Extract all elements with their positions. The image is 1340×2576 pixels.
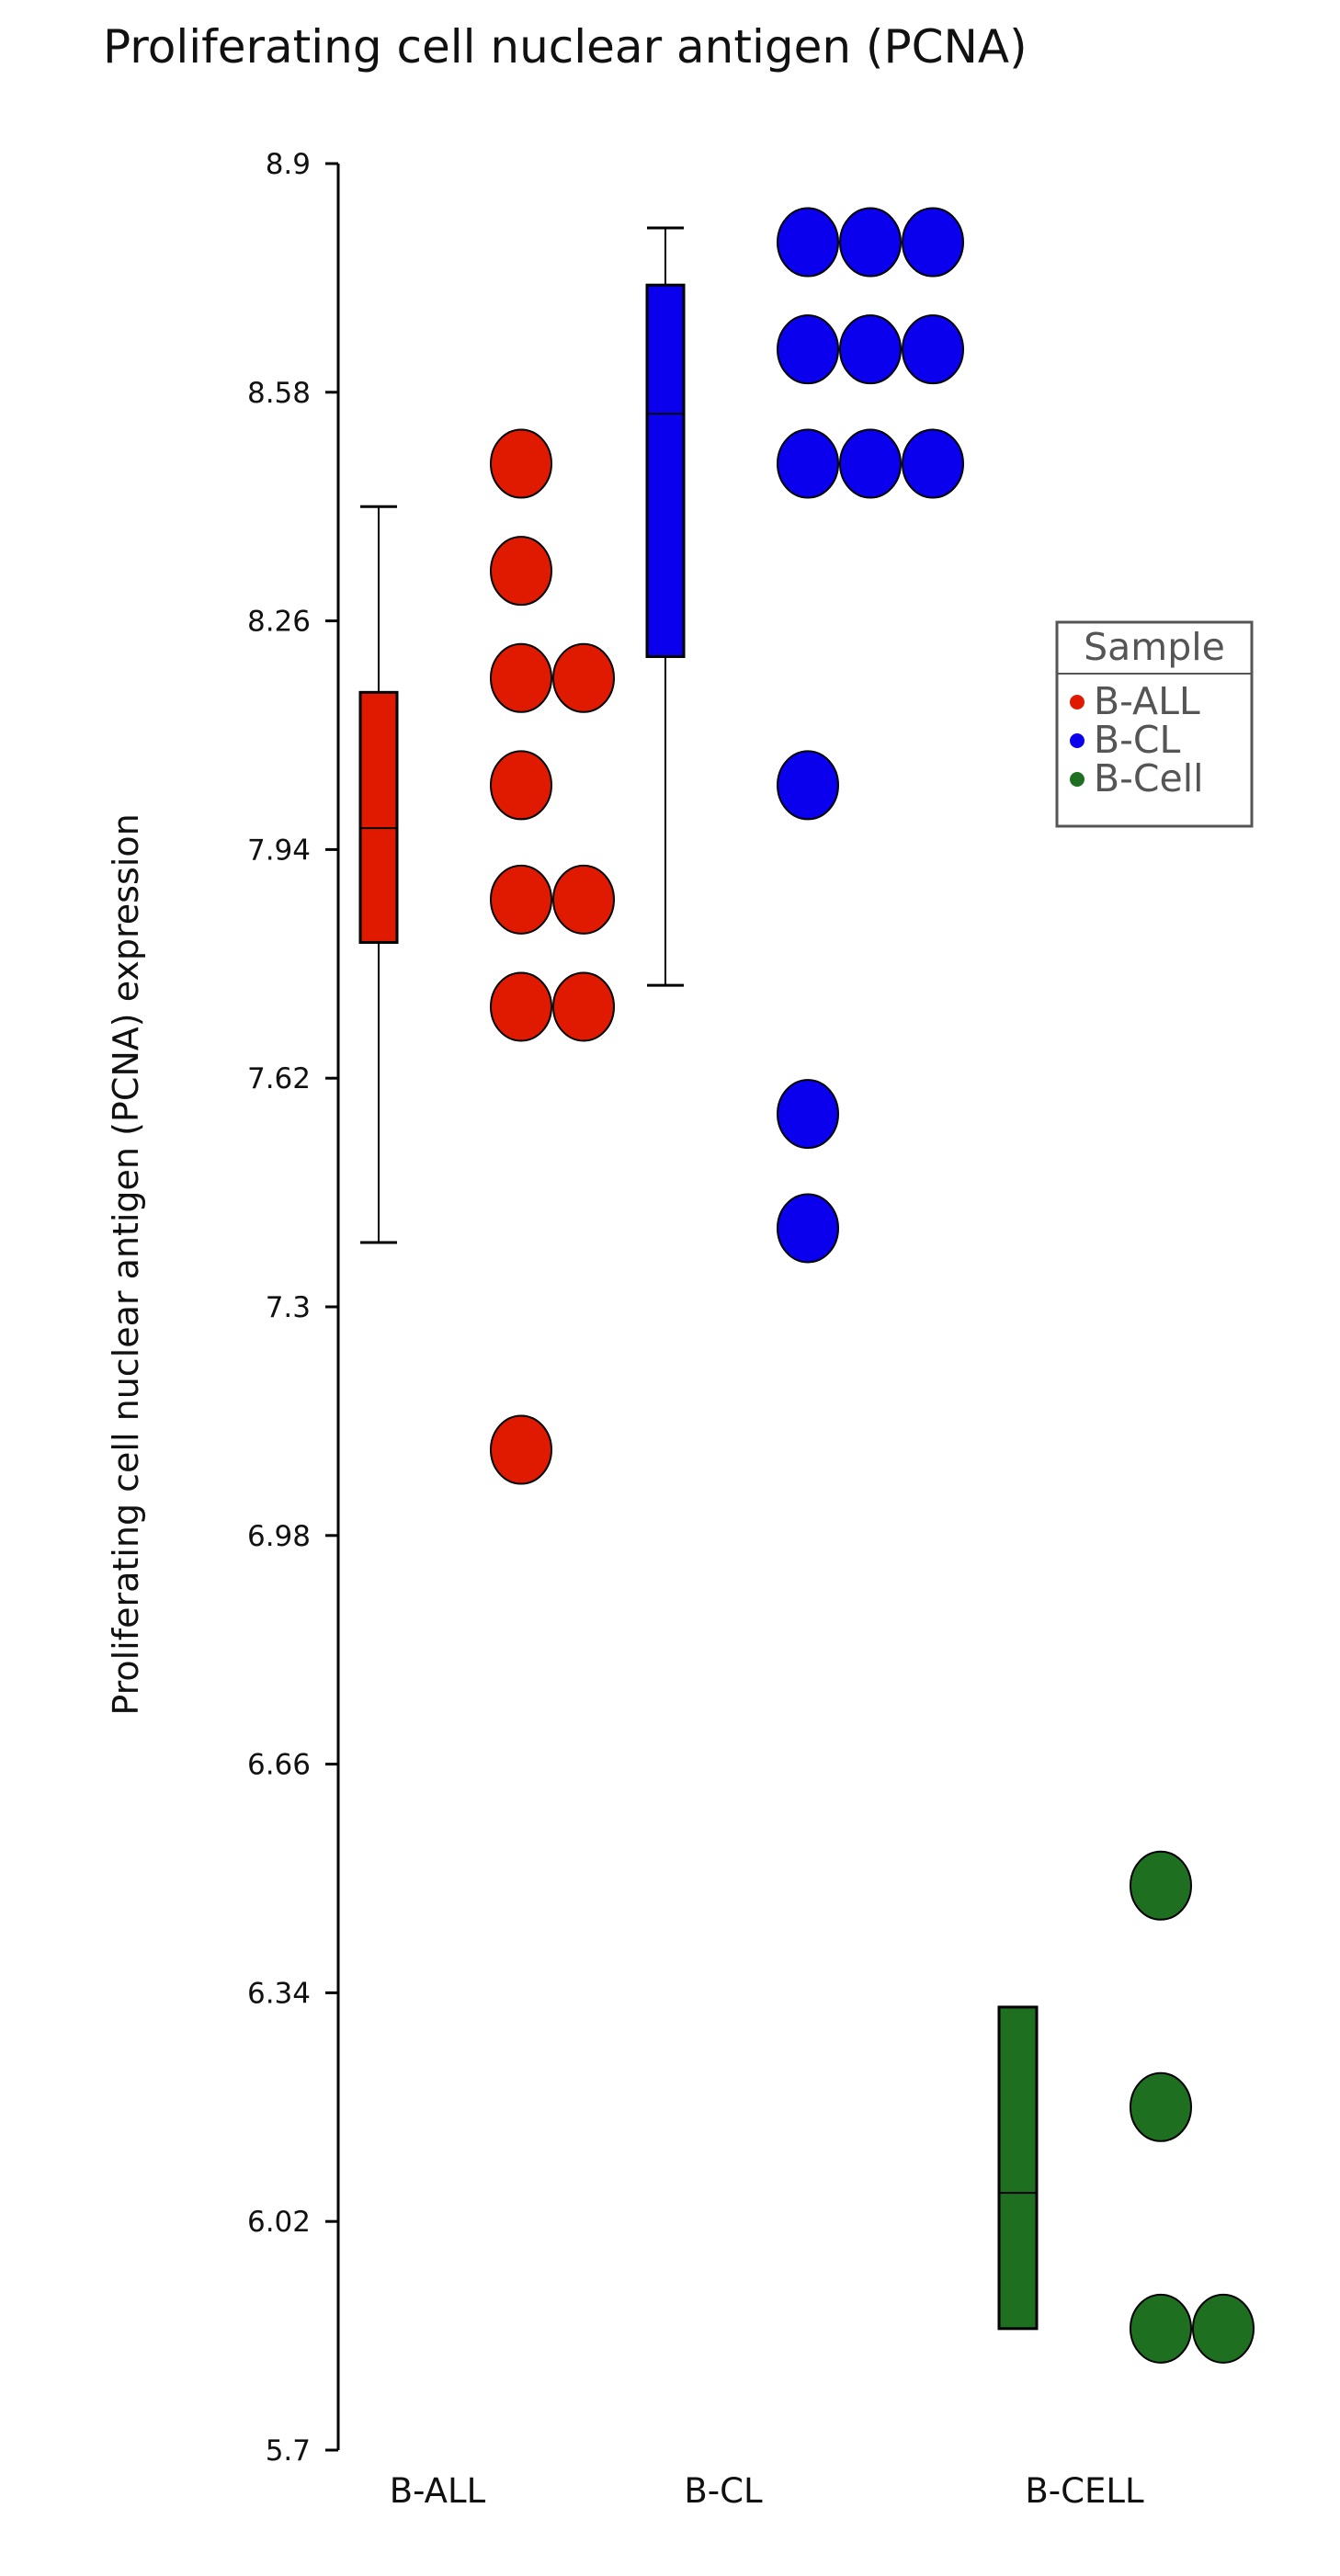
box-plot [997,2005,1039,2331]
box [358,690,399,944]
y-tick-label: 6.66 [247,1749,311,1782]
x-category-label: B-CL [684,2471,763,2511]
data-point [777,1079,839,1150]
data-point [552,864,615,935]
x-category-labels: B-ALL B-CL B-CELL [390,2471,1144,2511]
legend-swatch [1070,733,1084,748]
y-tick-label: 6.02 [247,2206,311,2239]
data-point [552,642,615,713]
data-points [490,207,1255,2364]
data-point [490,536,552,607]
chart-title: Proliferating cell nuclear antigen (PCNA… [103,20,1028,74]
box [645,283,686,658]
data-point [1130,2293,1192,2364]
legend-title: Sample [1084,625,1225,669]
legend-item-label: B-ALL [1094,679,1200,723]
y-axis-label: Proliferating cell nuclear antigen (PCNA… [106,813,146,1715]
box-plot [645,226,686,987]
y-tick-label: 7.94 [247,834,311,867]
data-point [777,428,839,499]
box-plots [358,226,1039,2331]
legend-item-label: B-Cell [1094,756,1204,800]
data-point [777,1193,839,1264]
legend-swatch [1070,772,1084,787]
y-tick-label: 6.98 [247,1520,311,1553]
data-point [490,1414,552,1485]
y-tick-label: 5.7 [266,2434,311,2468]
data-point [1130,1850,1192,1921]
data-point [1192,2293,1255,2364]
legend-frame [1055,620,1254,828]
data-point [552,971,615,1042]
data-point [490,750,552,821]
y-tick-label: 6.34 [247,1977,311,2010]
data-point [490,642,552,713]
x-category-label: B-CELL [1025,2471,1144,2511]
data-point [490,428,552,499]
legend-item-label: B-CL [1094,718,1181,762]
data-point [777,750,839,821]
data-point [839,428,902,499]
data-point [490,971,552,1042]
box [997,2005,1039,2331]
y-tick-label: 8.26 [247,606,311,639]
data-point [839,207,902,278]
data-point [777,314,839,385]
box-plot [358,505,399,1244]
data-point [1130,2071,1192,2142]
data-point [839,314,902,385]
legend-swatch [1070,695,1084,709]
x-category-label: B-ALL [390,2471,486,2511]
y-ticks: 5.7 6.02 6.34 6.66 6.98 7.3 7.62 7.94 8.26 8.58 8.… [247,148,338,2468]
y-tick-label: 8.9 [266,148,311,181]
y-tick-label: 7.62 [247,1062,311,1095]
data-point [902,314,964,385]
y-tick-label: 8.58 [247,377,311,410]
y-tick-label: 7.3 [266,1291,311,1324]
data-point [490,864,552,935]
data-point [902,428,964,499]
data-point [777,207,839,278]
data-point [902,207,964,278]
